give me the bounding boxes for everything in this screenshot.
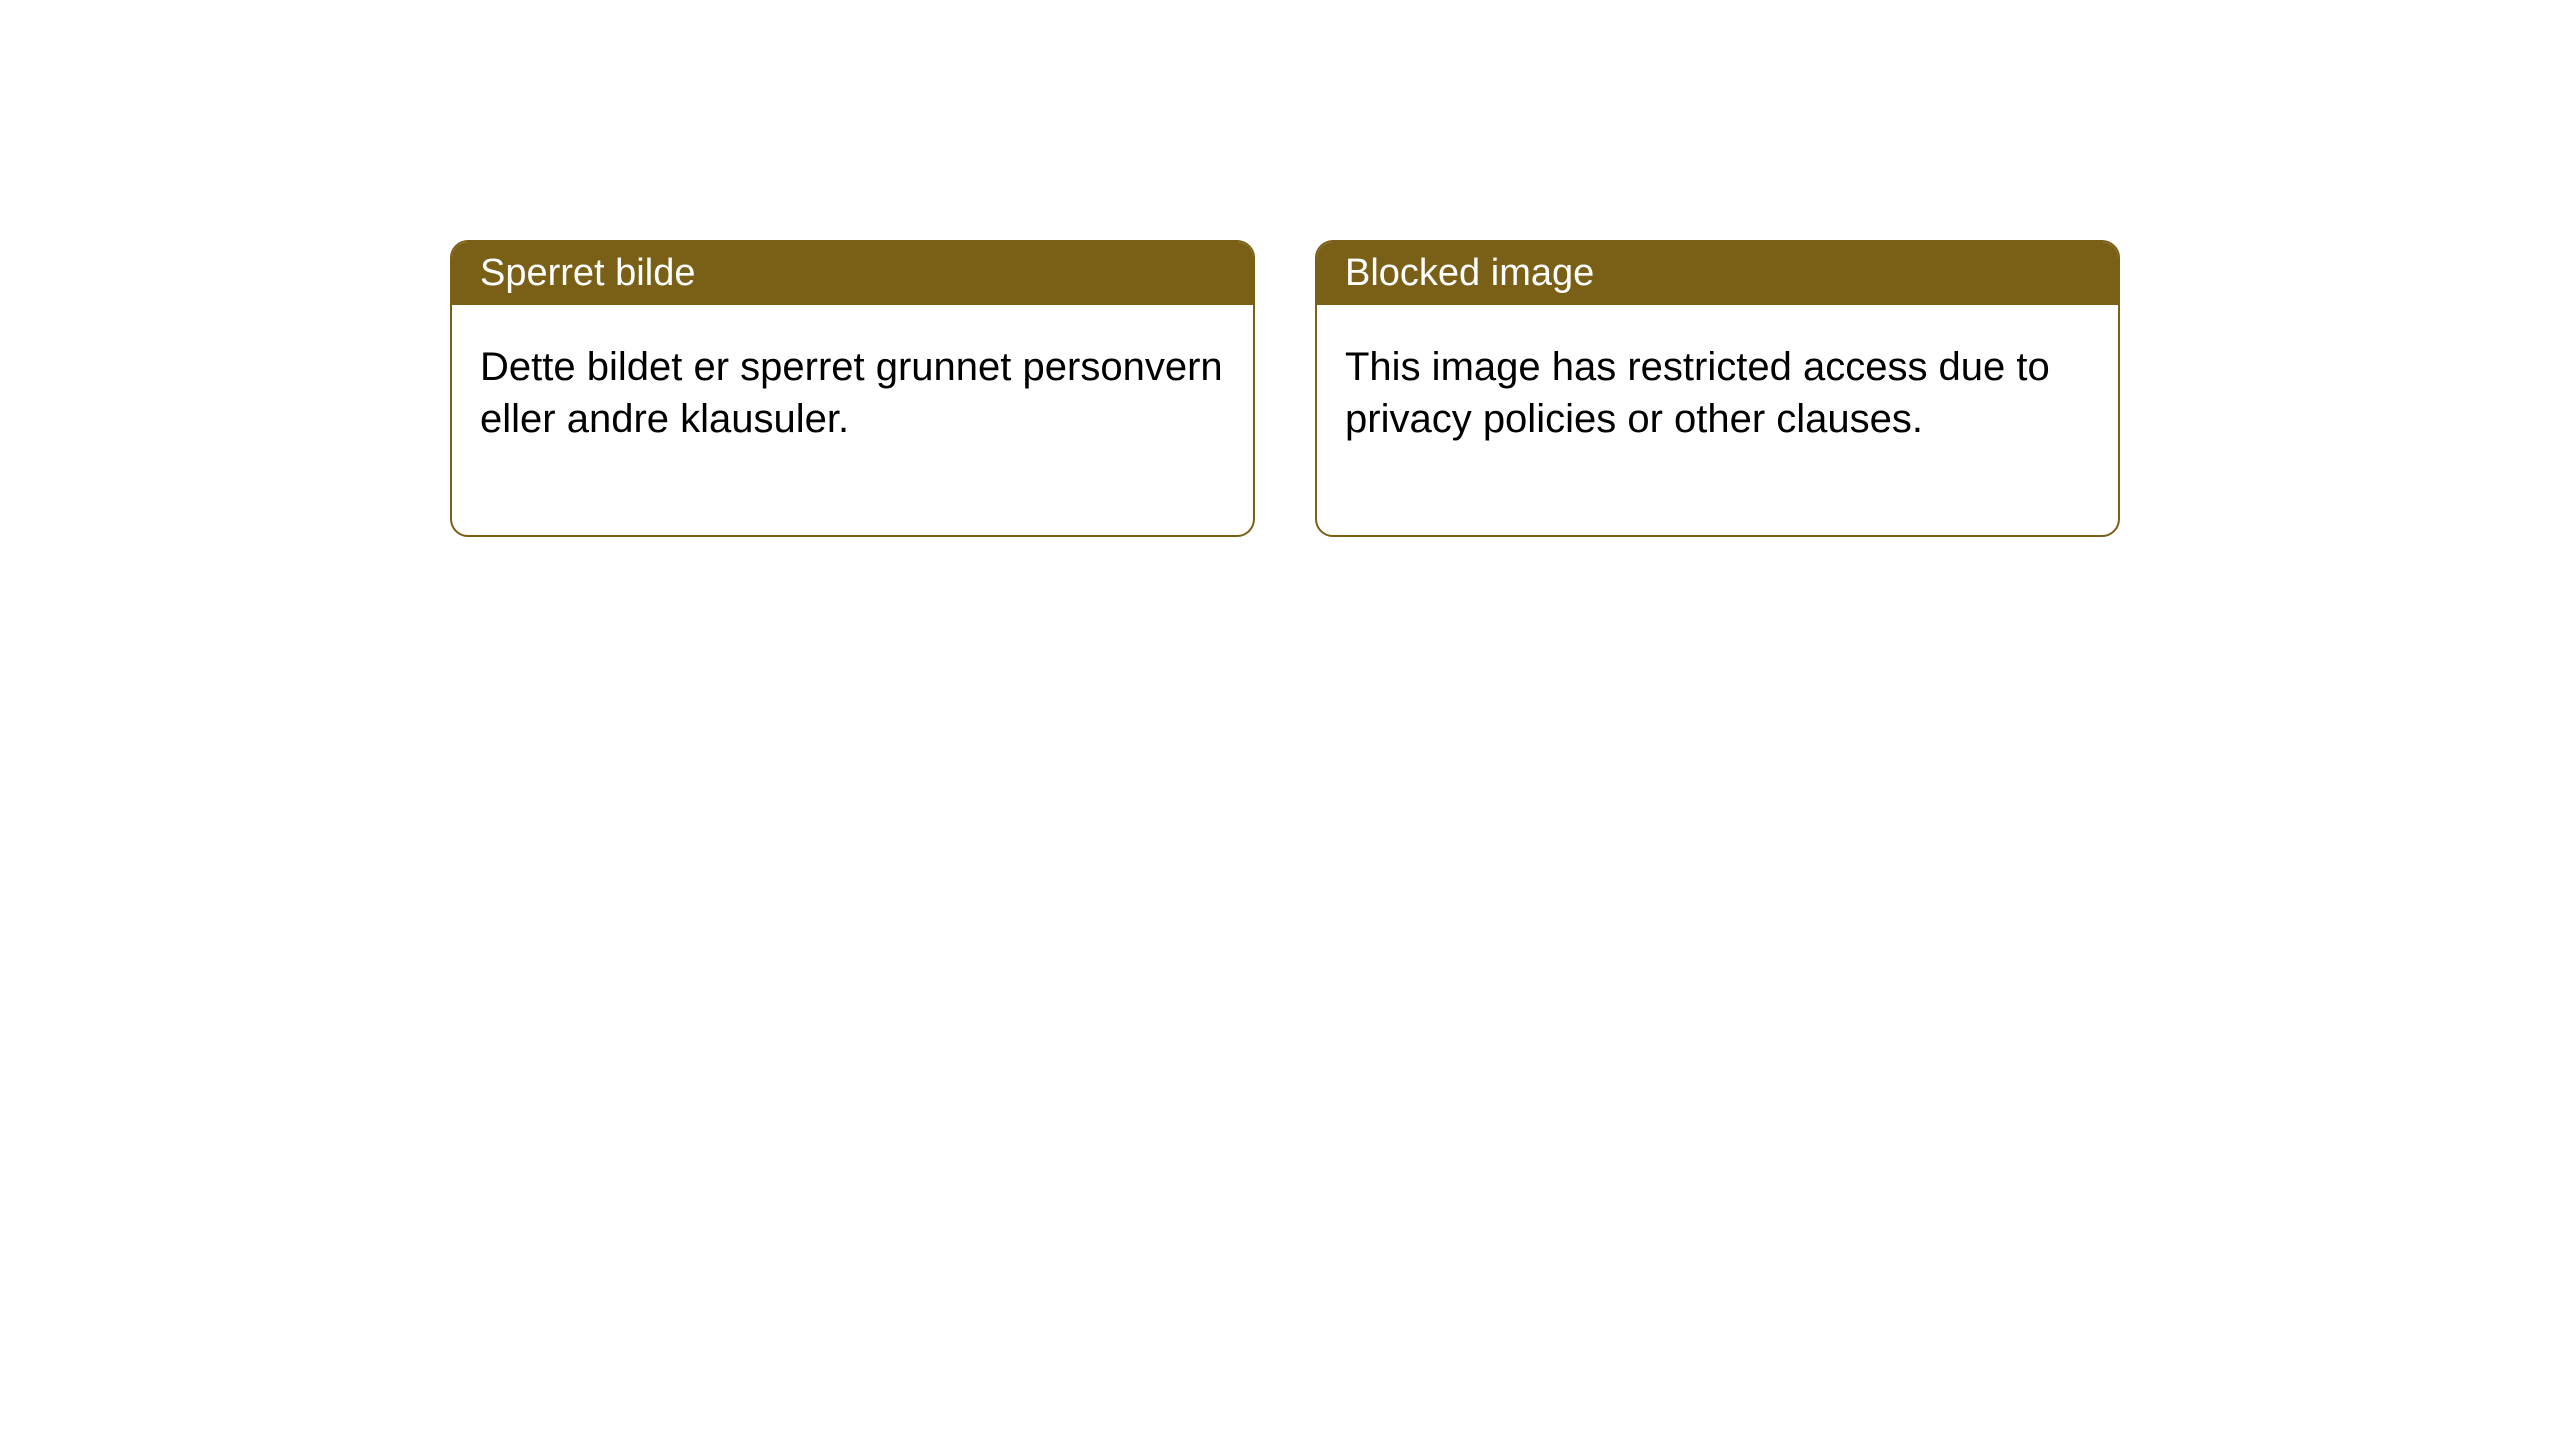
card-title-en: Blocked image (1345, 252, 1594, 294)
card-body-text-en: This image has restricted access due to … (1345, 345, 2050, 441)
card-body-en: This image has restricted access due to … (1317, 305, 2118, 535)
card-header-en: Blocked image (1317, 242, 2118, 305)
blocked-image-card-no: Sperret bilde Dette bildet er sperret gr… (450, 240, 1255, 537)
card-body-text-no: Dette bildet er sperret grunnet personve… (480, 345, 1223, 441)
card-title-no: Sperret bilde (480, 252, 695, 294)
cards-container: Sperret bilde Dette bildet er sperret gr… (0, 0, 2560, 537)
card-body-no: Dette bildet er sperret grunnet personve… (452, 305, 1253, 535)
card-header-no: Sperret bilde (452, 242, 1253, 305)
blocked-image-card-en: Blocked image This image has restricted … (1315, 240, 2120, 537)
